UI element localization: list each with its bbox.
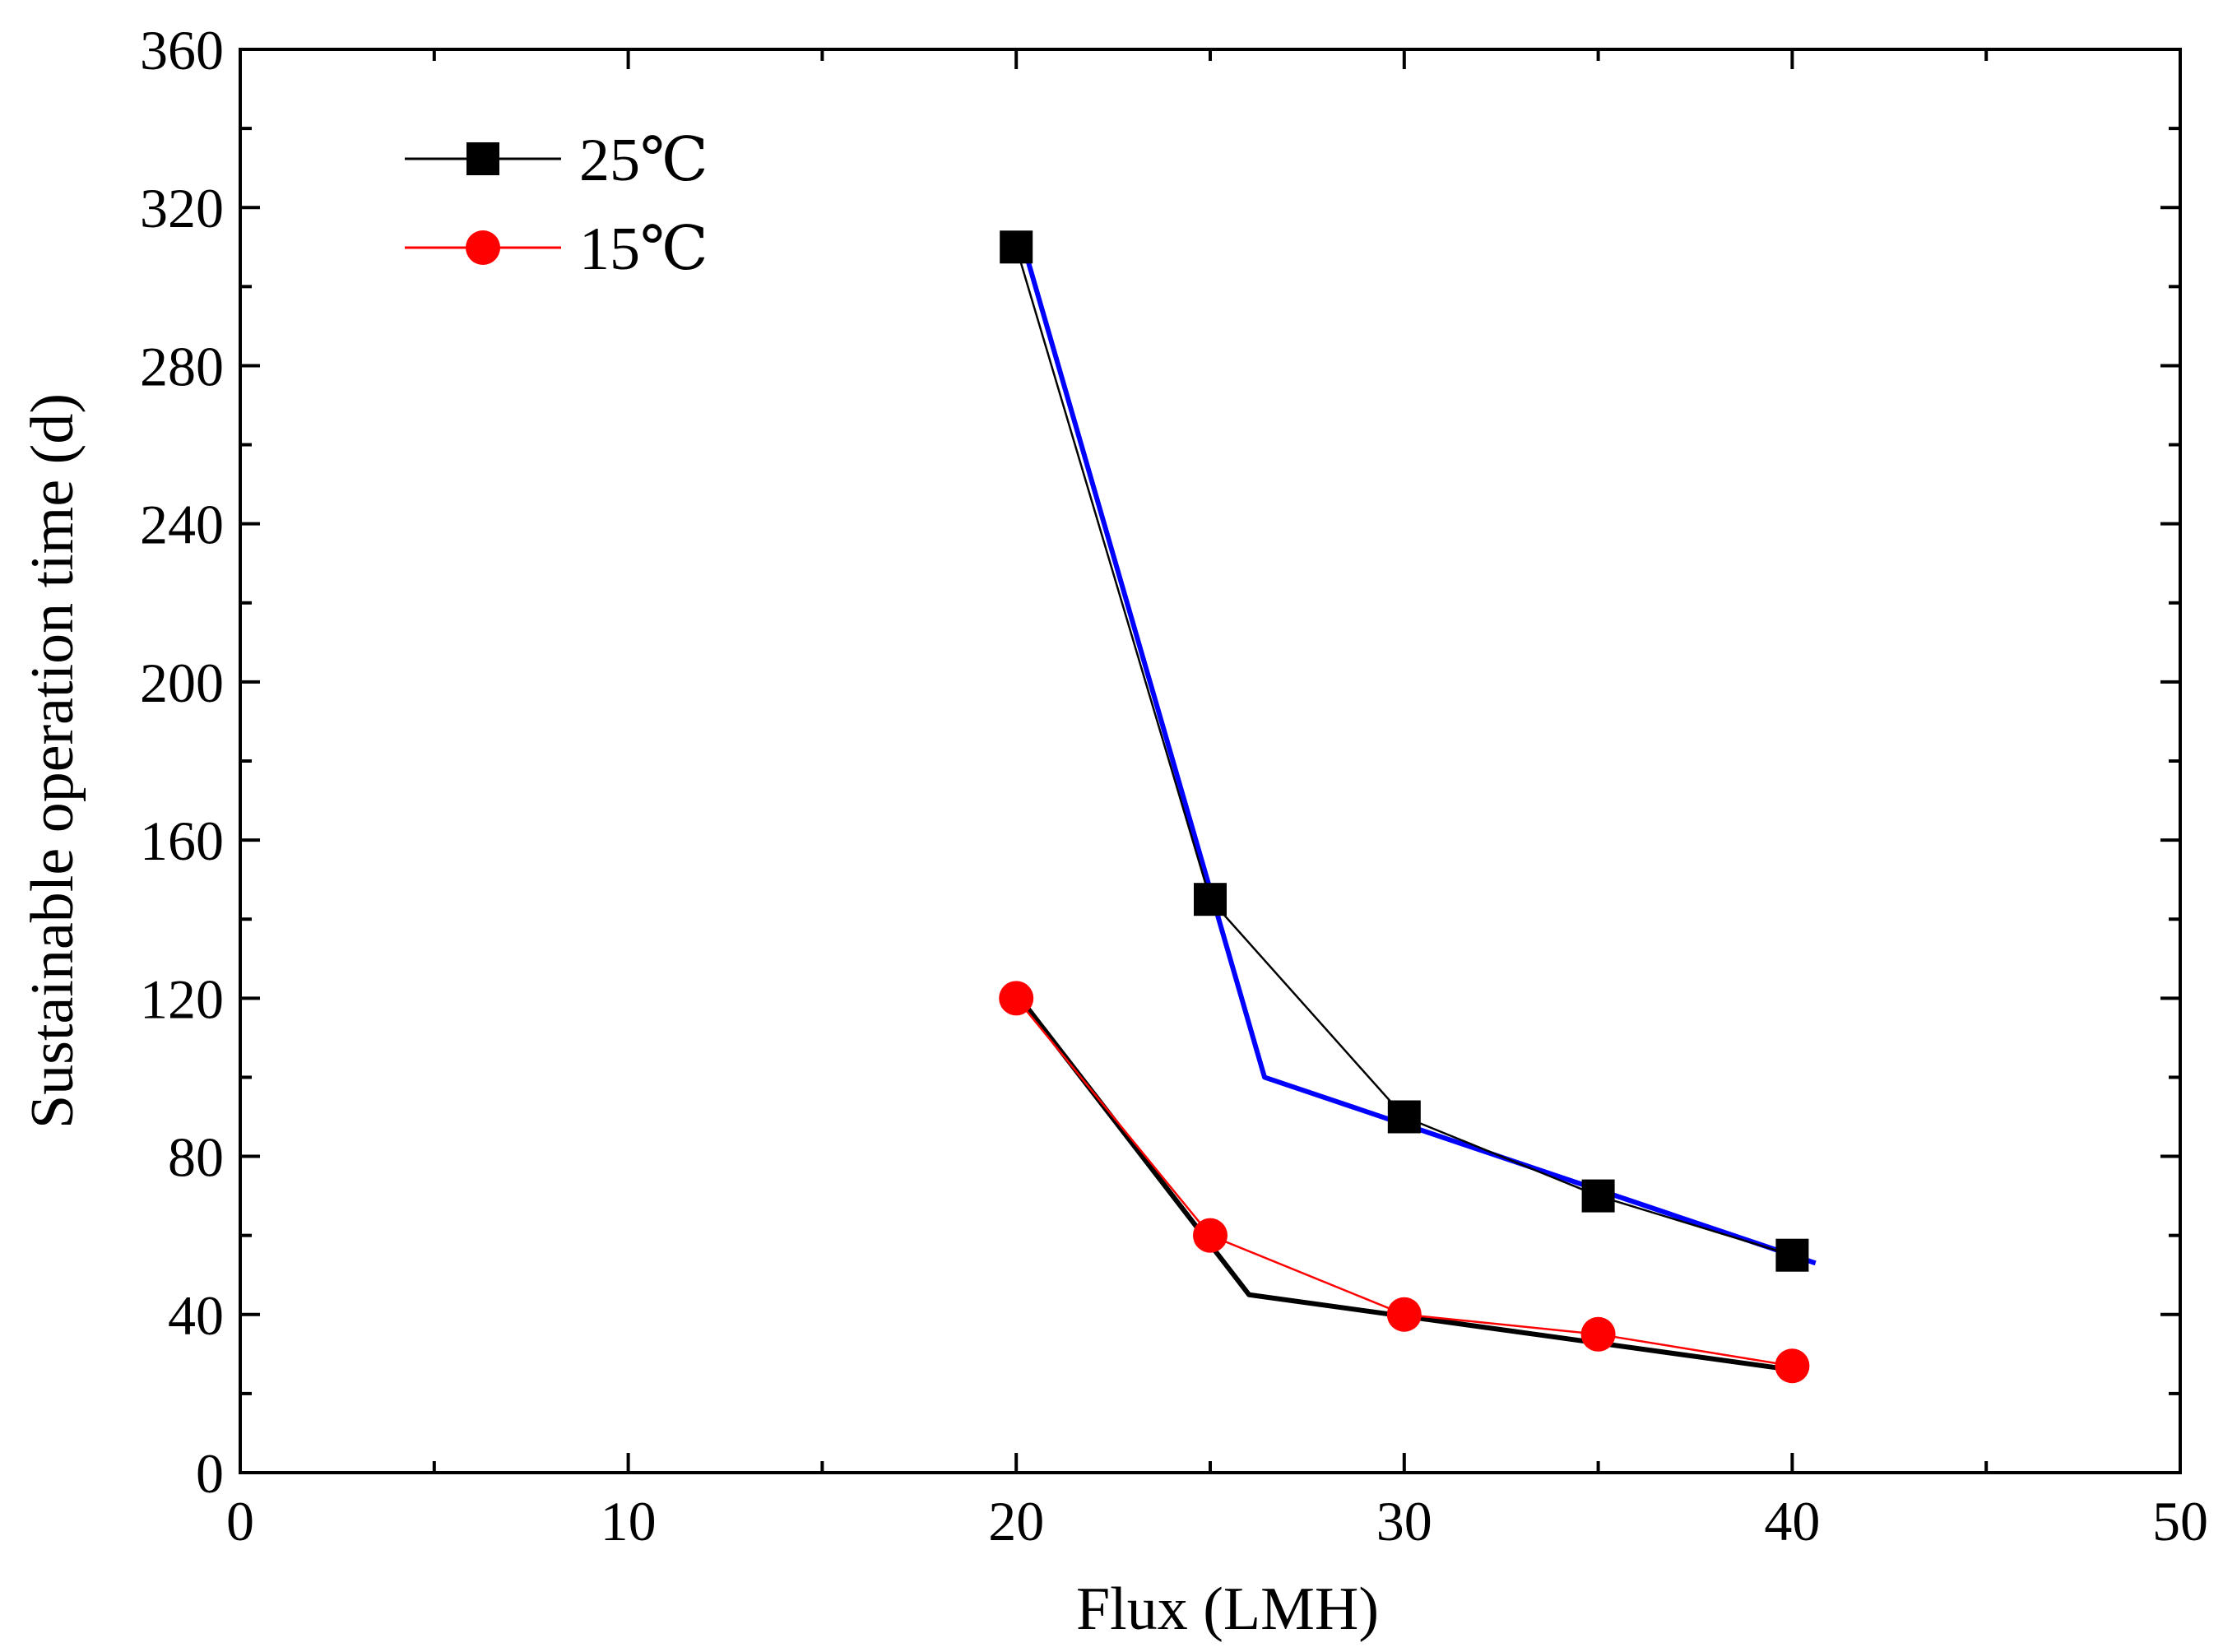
x-tick-label: 40 xyxy=(1764,1490,1820,1552)
y-tick-label: 240 xyxy=(140,494,224,556)
data-point-circle xyxy=(1580,1316,1616,1352)
x-tick-label: 30 xyxy=(1376,1490,1432,1552)
y-tick-label: 280 xyxy=(140,335,224,397)
ticks-layer: 0 10 20 30 40 50 0 40 80 120 160 200 240 280 320 360 xyxy=(140,19,2208,1552)
series-layer xyxy=(999,230,1810,1384)
data-point-square xyxy=(1775,1238,1809,1272)
y-tick-label: 0 xyxy=(196,1442,224,1505)
data-point-square xyxy=(1194,883,1227,916)
legend-marker-square xyxy=(466,142,499,175)
y-tick-label: 320 xyxy=(140,177,224,239)
x-tick-label: 50 xyxy=(2152,1490,2208,1552)
x-tick-label: 10 xyxy=(601,1490,657,1552)
legend: 25℃15℃ xyxy=(405,127,708,283)
legend-label: 25℃ xyxy=(579,127,708,194)
y-tick-label: 360 xyxy=(140,19,224,81)
fit-line xyxy=(1021,246,1817,1266)
y-tick-label: 40 xyxy=(168,1284,224,1347)
x-tick-label: 0 xyxy=(226,1490,254,1552)
legend-label: 15℃ xyxy=(579,216,708,283)
y-tick-label: 160 xyxy=(140,810,224,872)
legend-marker-circle xyxy=(466,230,500,265)
x-tick-label: 20 xyxy=(988,1490,1044,1552)
data-point-circle xyxy=(999,981,1034,1016)
data-point-square xyxy=(1581,1179,1615,1213)
data-point-circle xyxy=(1775,1348,1810,1384)
y-axis-title: Sustainable operation time (d) xyxy=(19,393,86,1129)
y-tick-label: 200 xyxy=(140,652,224,714)
data-point-circle xyxy=(1386,1297,1422,1332)
y-tick-label: 80 xyxy=(168,1126,224,1189)
data-point-circle xyxy=(1193,1218,1228,1253)
y-tick-label: 120 xyxy=(140,968,224,1030)
x-axis-title: Flux (LMH) xyxy=(1076,1575,1379,1643)
data-point-square xyxy=(1000,230,1033,264)
data-point-square xyxy=(1387,1100,1421,1134)
